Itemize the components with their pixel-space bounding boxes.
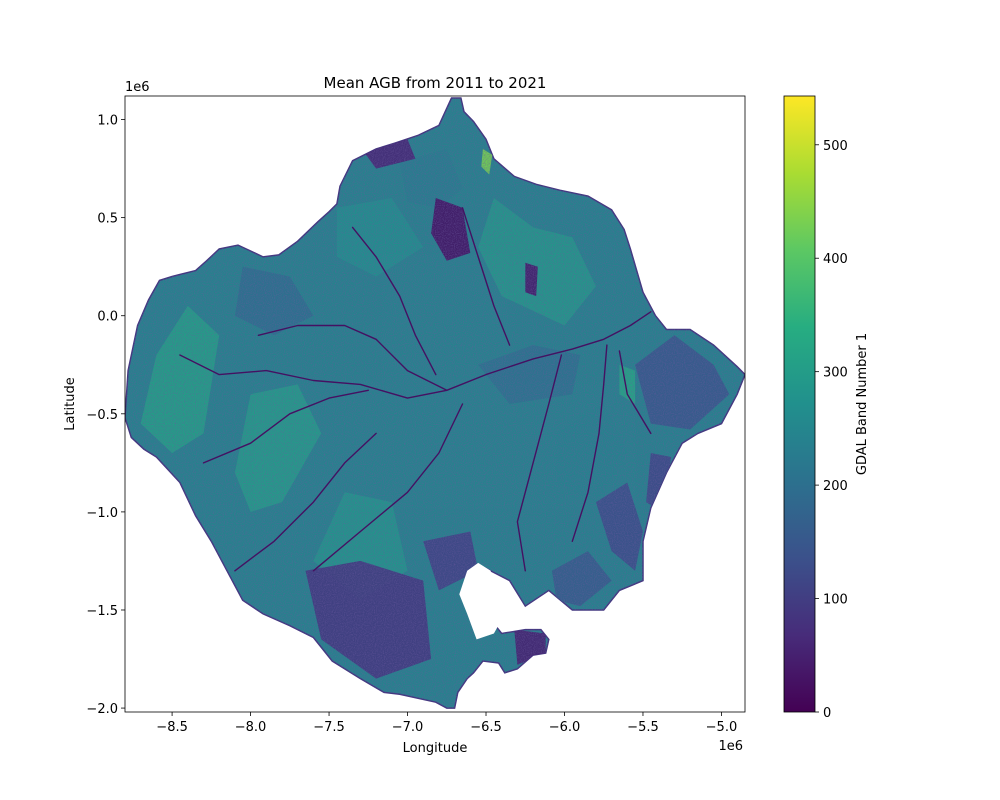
y-tick-label: −1.5 <box>86 604 118 619</box>
x-axis: −8.5 −8.0 −7.5 −7.0 −6.5 −6.0 −5.5 −5.0 <box>156 712 737 735</box>
y-tick-label: 0.0 <box>97 310 118 325</box>
colorbar-ticks: 0 100 200 300 400 500 <box>815 139 848 721</box>
x-tick-label: −6.0 <box>549 720 581 735</box>
river-channel <box>257 324 448 391</box>
no-data-area <box>459 562 505 640</box>
y-tick-label: −0.5 <box>86 408 118 423</box>
colorbar-tick-label: 100 <box>823 593 848 608</box>
y-axis-label: Latitude <box>63 377 78 431</box>
y-tick-label: −2.0 <box>86 702 118 717</box>
x-axis-label: Longitude <box>403 741 468 756</box>
x-offset-label: 1e6 <box>718 739 743 754</box>
colorbar-tick-label: 200 <box>823 479 848 494</box>
colorbar-tick-label: 400 <box>823 252 848 267</box>
colorbar-tick-label: 0 <box>823 706 831 721</box>
river-channel <box>202 389 369 464</box>
river-channel <box>312 403 464 572</box>
river-channel <box>351 226 437 376</box>
raster-texture <box>125 98 745 709</box>
colorbar-gradient <box>783 95 816 713</box>
river-channel <box>516 354 563 572</box>
river-channel <box>461 207 511 346</box>
y-offset-label: 1e6 <box>125 80 150 95</box>
colorbar-tick-label: 300 <box>823 366 848 381</box>
x-tick-label: −8.0 <box>235 720 267 735</box>
river-channel <box>234 432 377 572</box>
river-channel <box>618 350 652 435</box>
agb-raster <box>125 97 745 709</box>
x-tick-label: −5.5 <box>627 720 659 735</box>
x-tick-label: −7.5 <box>313 720 345 735</box>
colorbar-label: GDAL Band Number 1 <box>855 333 870 475</box>
chart-title: Mean AGB from 2011 to 2021 <box>324 74 547 92</box>
x-tick-label: −6.5 <box>470 720 502 735</box>
x-tick-label: −5.0 <box>706 720 738 735</box>
axes-frame <box>124 95 746 713</box>
river-channel <box>571 344 608 542</box>
y-tick-label: 0.5 <box>97 212 118 227</box>
region-detail <box>125 98 745 709</box>
x-tick-label: −7.0 <box>392 720 424 735</box>
map-area <box>125 97 745 709</box>
y-tick-label: −1.0 <box>86 506 118 521</box>
y-axis: 1.0 0.5 0.0 −0.5 −1.0 −1.5 −2.0 <box>86 114 125 717</box>
y-tick-label: 1.0 <box>97 114 118 129</box>
colorbar: 0 100 200 300 400 500 GDAL Band Number 1 <box>783 95 870 721</box>
x-tick-label: −8.5 <box>156 720 188 735</box>
colorbar-tick-label: 500 <box>823 139 848 154</box>
